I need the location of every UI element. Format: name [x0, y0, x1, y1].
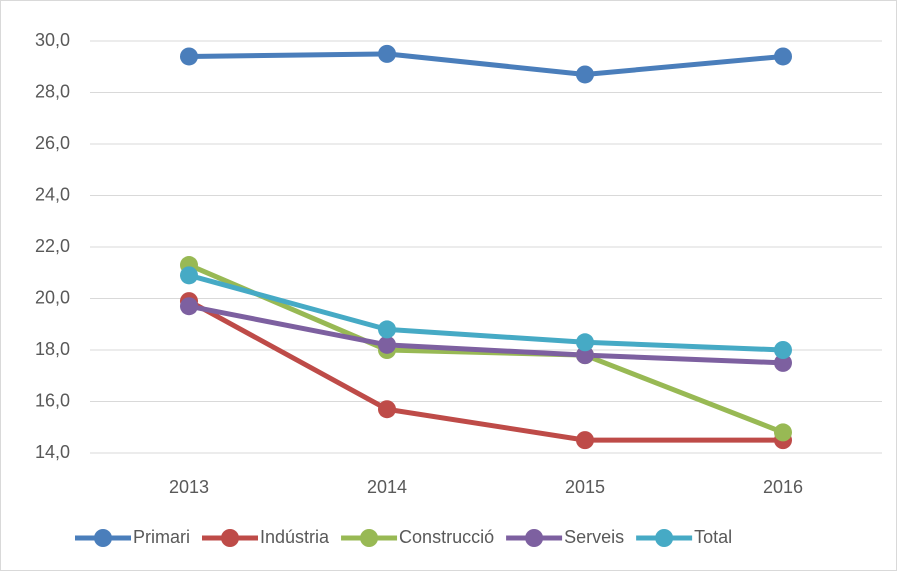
data-point: [576, 431, 594, 450]
x-tick-label: 2014: [367, 477, 407, 497]
y-tick-label: 24,0: [35, 184, 70, 204]
y-tick-label: 30,0: [35, 30, 70, 50]
y-tick-label: 20,0: [35, 287, 70, 307]
series-line: [186, 303, 786, 366]
legend-label: Primari: [133, 527, 190, 547]
data-point: [378, 44, 396, 63]
data-point: [378, 335, 396, 354]
y-tick-label: 26,0: [35, 133, 70, 153]
legend-swatch-marker: [655, 529, 674, 547]
y-tick-label: 28,0: [35, 81, 70, 101]
series-line: [186, 51, 786, 77]
data-point: [378, 320, 396, 339]
data-point: [774, 423, 792, 442]
data-point: [774, 341, 792, 359]
legend-swatch-marker: [360, 529, 379, 547]
data-point: [576, 333, 594, 352]
data-point: [576, 346, 594, 365]
y-tick-label: 22,0: [35, 236, 70, 256]
data-point: [180, 47, 198, 66]
x-tick-label: 2015: [565, 477, 605, 497]
data-point: [576, 65, 594, 84]
legend-label: Indústria: [260, 527, 330, 547]
data-point: [180, 297, 198, 316]
y-tick-label: 16,0: [35, 390, 70, 410]
data-point: [378, 400, 396, 419]
legend-label: Total: [694, 527, 732, 547]
series-line: [186, 262, 786, 435]
data-point: [774, 47, 792, 66]
legend-swatch-marker: [525, 529, 544, 547]
data-point: [774, 353, 792, 372]
legend-swatch-marker: [221, 529, 239, 547]
legend-label: Construcció: [399, 527, 494, 547]
series-line: [186, 298, 786, 443]
y-tick-label: 14,0: [35, 442, 70, 462]
y-tick-label: 18,0: [35, 339, 70, 359]
x-tick-label: 2016: [763, 477, 803, 497]
x-tick-label: 2013: [169, 477, 209, 497]
legend-label: Serveis: [564, 527, 624, 547]
data-point: [180, 266, 198, 285]
series-line: [186, 272, 786, 353]
legend-swatch-marker: [94, 529, 112, 547]
